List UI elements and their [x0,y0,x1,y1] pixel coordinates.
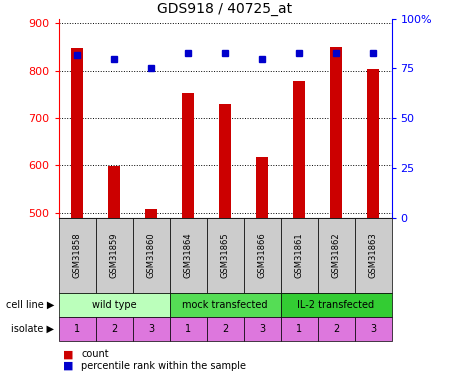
Text: GSM31862: GSM31862 [332,232,341,278]
Text: 3: 3 [148,324,154,334]
Text: GSM31863: GSM31863 [369,232,378,278]
Text: cell line ▶: cell line ▶ [6,300,54,310]
Bar [108,166,121,218]
Bar [71,48,84,217]
Text: GSM31858: GSM31858 [72,232,81,278]
Text: ■: ■ [63,350,73,359]
Text: isolate ▶: isolate ▶ [11,324,54,334]
Text: IL-2 transfected: IL-2 transfected [297,300,374,310]
Text: GSM31860: GSM31860 [147,232,156,278]
Text: 1: 1 [74,324,80,334]
Text: GSM31866: GSM31866 [257,232,266,278]
Text: mock transfected: mock transfected [182,300,268,310]
Text: GSM31865: GSM31865 [220,232,230,278]
Text: count: count [81,350,108,359]
Text: 3: 3 [370,324,376,334]
Text: GSM31861: GSM31861 [294,232,303,278]
Bar [367,69,379,218]
Text: 1: 1 [296,324,302,334]
Bar [181,93,194,218]
Bar [329,47,342,217]
Text: ■: ■ [63,361,73,370]
Text: GSM31859: GSM31859 [109,232,118,278]
Text: GSM31864: GSM31864 [184,232,193,278]
Bar [292,81,306,218]
Bar [256,157,269,218]
Text: wild type: wild type [92,300,136,310]
Text: 1: 1 [185,324,191,334]
Text: 2: 2 [222,324,228,334]
Text: 2: 2 [111,324,117,334]
Text: 2: 2 [333,324,339,334]
Bar [219,104,231,218]
Title: GDS918 / 40725_at: GDS918 / 40725_at [158,2,292,16]
Text: percentile rank within the sample: percentile rank within the sample [81,361,246,370]
Text: 3: 3 [259,324,265,334]
Bar [144,209,158,218]
